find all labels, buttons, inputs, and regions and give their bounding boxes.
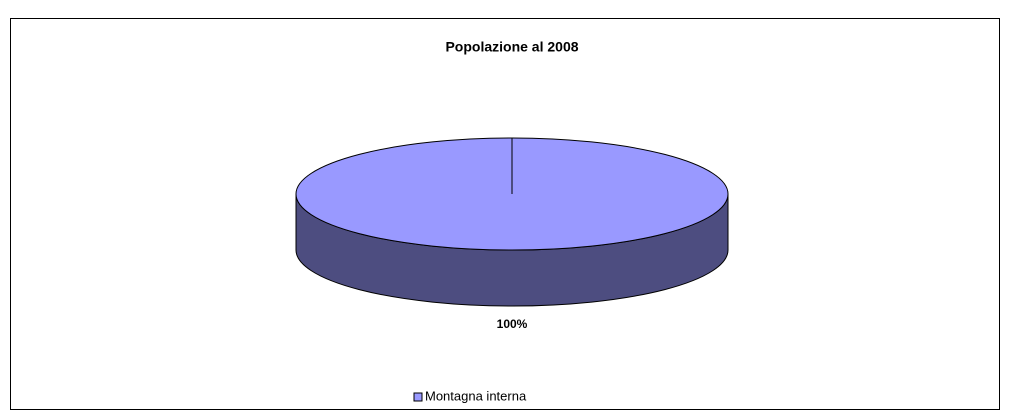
legend-label: Montagna interna <box>425 388 527 403</box>
data-label: 100% <box>497 317 528 331</box>
legend-swatch <box>413 392 423 402</box>
chart-title: Popolazione al 2008 <box>445 39 578 55</box>
